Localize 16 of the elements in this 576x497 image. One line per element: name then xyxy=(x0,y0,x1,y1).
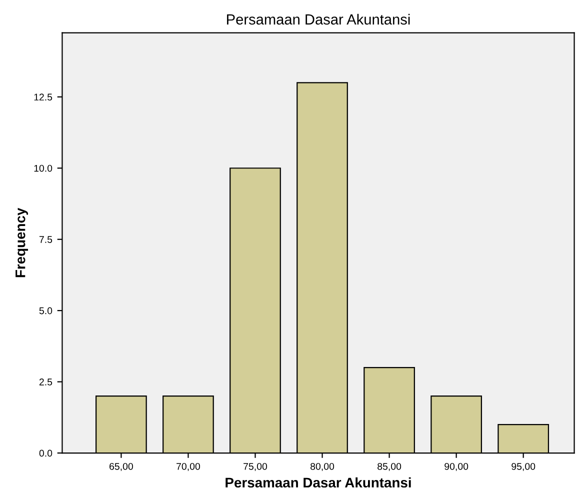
x-tick-label: 65,00 xyxy=(110,462,133,472)
x-tick-label: 70,00 xyxy=(176,462,200,472)
x-tick-label: 80,00 xyxy=(310,462,334,472)
y-tick-label: 5.0 xyxy=(39,307,52,314)
y-tick-label: 0.0 xyxy=(39,450,52,457)
x-tick-label: 75,00 xyxy=(244,462,268,472)
x-tick-label: 90,00 xyxy=(444,462,468,472)
y-axis-title: Frequency xyxy=(16,208,28,278)
y-tick-label: 10.0 xyxy=(34,164,52,172)
y-tick-label: 2.5 xyxy=(39,378,52,386)
chart-title: Persamaan Dasar Akuntansi xyxy=(227,14,410,25)
x-tick-label: 95,00 xyxy=(512,462,536,472)
y-tick-label: 7.5 xyxy=(39,236,52,243)
x-axis-title: Persamaan Dasar Akuntansi xyxy=(226,477,411,488)
y-tick-label: 12.5 xyxy=(34,94,52,101)
x-tick-label: 85,00 xyxy=(378,462,402,472)
